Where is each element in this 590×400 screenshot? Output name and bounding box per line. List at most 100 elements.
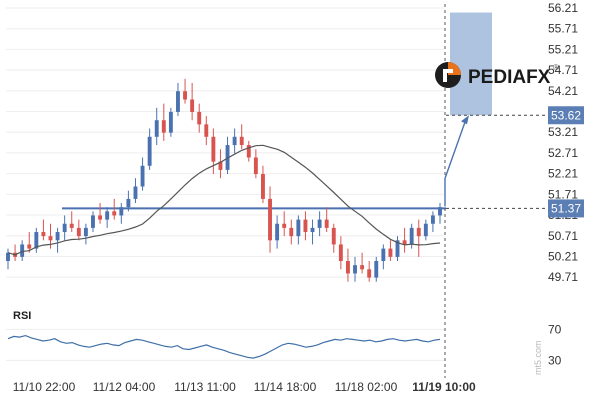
candle-body bbox=[232, 136, 237, 146]
candle-body bbox=[275, 223, 280, 241]
price-tick-label: 54.21 bbox=[548, 84, 578, 98]
ma-layer bbox=[7, 144, 441, 256]
candle-body bbox=[338, 244, 343, 262]
candle-body bbox=[353, 265, 357, 274]
candle-body bbox=[438, 207, 442, 216]
candle-body bbox=[218, 161, 223, 170]
candle-body bbox=[239, 136, 244, 146]
price-tick-label: 49.71 bbox=[548, 270, 578, 284]
candle-body bbox=[409, 227, 414, 245]
candle-body bbox=[211, 136, 216, 162]
rsi-tick-label: 70 bbox=[548, 322, 562, 336]
candle-body bbox=[253, 157, 258, 175]
price-tick-label: 55.21 bbox=[548, 42, 578, 56]
time-tick-label: 11/18 02:00 bbox=[335, 380, 398, 394]
candle-body bbox=[119, 207, 124, 216]
candle-body bbox=[69, 223, 74, 228]
candle-body bbox=[190, 99, 195, 112]
target-price-tag: 53.62 bbox=[551, 108, 581, 122]
forecast-arrow-line bbox=[444, 119, 467, 207]
candle-body bbox=[395, 240, 400, 257]
candle-body bbox=[168, 111, 173, 133]
candles-layer bbox=[6, 78, 442, 282]
candle-body bbox=[204, 124, 209, 137]
brand-emblem-icon bbox=[435, 62, 461, 88]
time-tick-label: 11/14 18:00 bbox=[254, 380, 317, 394]
candle-body bbox=[62, 223, 67, 233]
price-tick-label: 52.21 bbox=[548, 167, 578, 181]
candle-body bbox=[289, 227, 294, 237]
time-tick-label: 11/13 11:00 bbox=[174, 380, 236, 394]
candle-body bbox=[154, 120, 159, 137]
time-tick-label: 11/12 04:00 bbox=[93, 380, 156, 394]
candle-body bbox=[161, 120, 166, 133]
candle-body bbox=[246, 145, 251, 158]
watermark: mt5.com bbox=[533, 340, 543, 375]
price-tick-label: 53.21 bbox=[548, 125, 578, 139]
target-price-tag-bg bbox=[548, 106, 584, 125]
rsi-title: RSI bbox=[13, 310, 31, 322]
target-zone-layer bbox=[446, 12, 548, 116]
candle-body bbox=[112, 211, 117, 216]
candle-body bbox=[126, 198, 131, 208]
candle-body bbox=[76, 227, 81, 237]
price-tick-label: 52.71 bbox=[548, 146, 578, 160]
price-tick-label: 56.21 bbox=[548, 1, 578, 15]
brand-name: PEDIAFX bbox=[468, 67, 551, 88]
candle-body bbox=[27, 244, 32, 249]
brand-logo: PEDIAFX ® bbox=[435, 62, 559, 88]
candle-body bbox=[317, 219, 322, 228]
brand-registered-mark: ® bbox=[553, 63, 559, 72]
candle-body bbox=[197, 111, 202, 125]
rsi-tick-label: 30 bbox=[548, 353, 562, 367]
candle-body bbox=[147, 136, 152, 166]
rsi-line bbox=[7, 334, 441, 359]
candle-body bbox=[430, 215, 435, 224]
candle-body bbox=[55, 232, 60, 241]
candle-body bbox=[91, 215, 95, 228]
candle-body bbox=[183, 91, 187, 100]
candle-body bbox=[98, 215, 103, 220]
candle-body bbox=[374, 261, 379, 278]
candle-body bbox=[402, 240, 407, 245]
candle-body bbox=[367, 269, 372, 278]
time-tick-label: 11/10 22:00 bbox=[13, 380, 76, 394]
price-tick-label: 55.71 bbox=[548, 22, 578, 36]
price-tick-label: 51.71 bbox=[548, 187, 578, 201]
candle-body bbox=[423, 223, 428, 237]
price-axis: 56.2155.7155.2154.7154.2153.7153.2152.71… bbox=[548, 1, 578, 284]
candle-body bbox=[34, 232, 39, 249]
target-zone bbox=[450, 12, 492, 116]
price-tick-label: 54.71 bbox=[548, 63, 578, 77]
time-tick-label: 11/19 10:00 bbox=[412, 380, 476, 394]
price-tick-label: 50.71 bbox=[548, 229, 578, 243]
candle-body bbox=[282, 223, 287, 228]
candle-body bbox=[105, 211, 110, 220]
candle-body bbox=[296, 219, 301, 237]
candle-body bbox=[303, 219, 308, 233]
price-tags: 53.62 51.37 bbox=[548, 106, 584, 218]
candle-body bbox=[41, 232, 46, 237]
candle-body bbox=[331, 227, 336, 245]
moving-average-line bbox=[7, 144, 441, 256]
price-grid bbox=[6, 7, 444, 278]
candle-body bbox=[310, 227, 315, 233]
candle-body bbox=[6, 252, 10, 262]
current-price-tag: 51.37 bbox=[551, 201, 581, 215]
candle-body bbox=[416, 227, 421, 237]
candle-body bbox=[324, 219, 329, 228]
time-axis: 11/10 22:00 11/12 04:00 11/13 11:00 11/14 1… bbox=[13, 380, 476, 394]
forecast-arrow-head-icon bbox=[461, 115, 469, 125]
candle-body bbox=[268, 198, 272, 241]
candle-body bbox=[48, 236, 53, 241]
candle-body bbox=[345, 261, 350, 274]
candle-body bbox=[360, 265, 365, 270]
rsi-panel: RSI 70 30 bbox=[6, 310, 562, 367]
current-price-tag-bg bbox=[548, 199, 584, 218]
candle-body bbox=[388, 248, 393, 257]
candle-body bbox=[381, 248, 386, 262]
candle-body bbox=[176, 91, 180, 112]
candle-body bbox=[261, 174, 265, 199]
